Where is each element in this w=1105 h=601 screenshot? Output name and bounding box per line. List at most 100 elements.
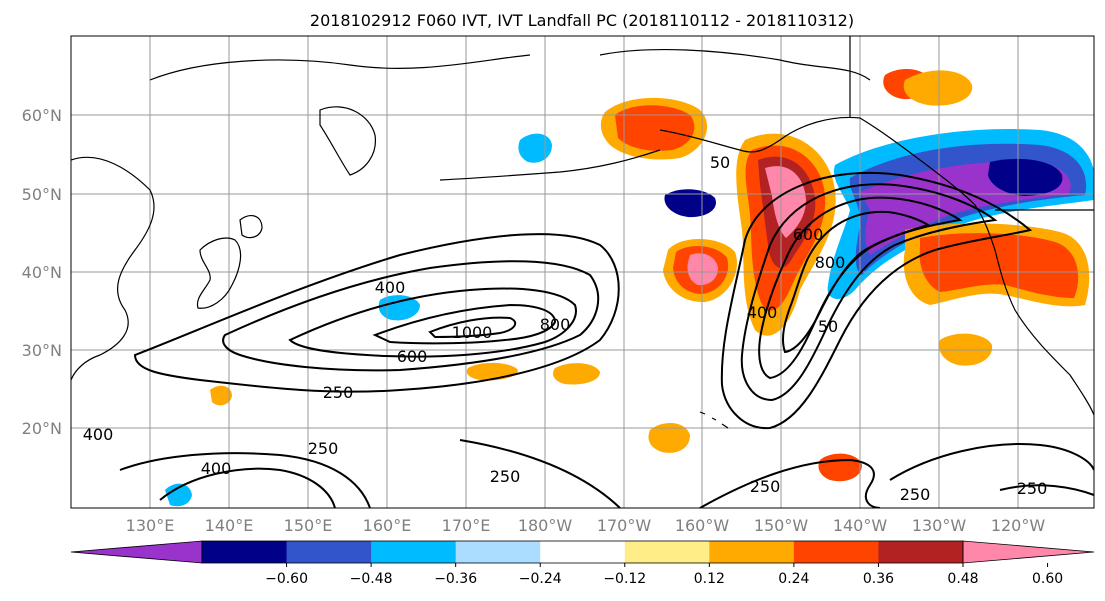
colorbar-tick-label: 0.36 xyxy=(863,571,894,587)
anomaly-small-8 xyxy=(165,483,192,507)
anomaly-small-6 xyxy=(378,295,420,321)
coastlines xyxy=(71,36,1094,429)
colorbar-segment xyxy=(540,541,626,563)
figure-title: 2018102912 F060 IVT, IVT Landfall PC (20… xyxy=(310,11,854,30)
coast-us-west xyxy=(994,249,1094,416)
anomaly-negative-bering-strong xyxy=(664,189,716,218)
contour-east-800 xyxy=(782,210,931,354)
colorbar-tick-label: −0.36 xyxy=(434,571,477,587)
contour-east-400 xyxy=(740,183,998,402)
lon-label: 160°E xyxy=(363,516,412,535)
contour-west-600 xyxy=(288,287,577,358)
colorbar-tick-label: 0.24 xyxy=(778,571,809,587)
coast-alaska-north xyxy=(599,48,871,81)
lat-label-40n: 40°N xyxy=(22,263,62,282)
lat-label-30n: 30°N xyxy=(22,341,62,360)
contour-label: 400 xyxy=(375,278,406,297)
contour-far-east xyxy=(999,484,1094,496)
latitude-labels: 20°N 30°N 40°N 50°N 60°N xyxy=(22,106,62,438)
anomaly-small-1 xyxy=(553,363,600,385)
colorbar-frame xyxy=(201,540,964,564)
contour-label-far-east: 250 xyxy=(1017,479,1048,498)
colorbar-segment xyxy=(793,541,879,563)
colorbar-segment xyxy=(202,541,288,563)
coast-hokkaido xyxy=(239,214,263,239)
lat-label-60n: 60°N xyxy=(22,106,62,125)
anomaly-positive-midpacific-peak xyxy=(687,253,718,286)
lon-label: 150°E xyxy=(284,516,333,535)
coast-siberia xyxy=(149,54,531,81)
anomaly-small-11 xyxy=(903,70,973,106)
lat-label-50n: 50°N xyxy=(22,185,62,204)
contour-label: 250 xyxy=(323,383,354,402)
contour-label: 250 xyxy=(750,477,781,496)
contour-labels: 400 1000 800 600 250 250 400 250 50 600 … xyxy=(83,153,931,504)
contour-west-250 xyxy=(133,233,620,393)
contour-label: 1000 xyxy=(452,323,493,342)
contour-south-250b xyxy=(459,439,621,508)
coast-alaska-peninsula xyxy=(659,116,861,153)
coast-bc xyxy=(859,117,996,251)
colorbar-arrow-right xyxy=(962,540,1095,564)
contour-label: 250 xyxy=(900,485,931,504)
anomaly-small-3 xyxy=(648,423,690,453)
anomaly-small-7 xyxy=(518,133,552,163)
longitude-labels: 130°E 140°E 150°E 160°E 170°E 180°W 170°… xyxy=(126,516,1046,535)
anomaly-small-9 xyxy=(210,385,232,406)
lat-label-20n: 20°N xyxy=(22,419,62,438)
colorbar-segment xyxy=(286,541,372,563)
lon-label: 170°E xyxy=(442,516,491,535)
lon-label: 130°E xyxy=(126,516,175,535)
contour-east-250 xyxy=(720,171,1033,430)
colorbar-tick-label: −0.48 xyxy=(350,571,393,587)
colorbar-arrow-left xyxy=(70,540,203,564)
coast-hawaii xyxy=(699,411,729,429)
coast-asia xyxy=(71,156,155,381)
coast-aleutians xyxy=(439,149,661,181)
contour-label: 250 xyxy=(490,467,521,486)
colorbar-tick-label: −0.24 xyxy=(519,571,562,587)
colorbar-segment xyxy=(878,541,964,563)
colorbar-tick-label: 0.48 xyxy=(947,571,978,587)
lon-label: 120°W xyxy=(991,516,1046,535)
lon-label: 140°E xyxy=(205,516,254,535)
contour-se-250b xyxy=(889,443,1094,481)
contour-label: 600 xyxy=(397,347,428,366)
contour-label: 400 xyxy=(747,303,778,322)
ivt-contours xyxy=(119,171,1094,508)
colorbar-segment xyxy=(624,541,710,563)
lon-label: 130°W xyxy=(912,516,967,535)
lon-label: 160°W xyxy=(675,516,730,535)
lon-label: 180°W xyxy=(518,516,573,535)
contour-se-250 xyxy=(699,458,881,508)
contour-label: 400 xyxy=(83,425,114,444)
colorbar-segment xyxy=(455,541,541,563)
contour-label: 600 xyxy=(793,225,824,244)
anomaly-positive-bering-core xyxy=(615,105,695,151)
coast-japan xyxy=(196,237,242,309)
shaded-anomaly-blobs xyxy=(165,68,1094,507)
contour-west-1000 xyxy=(428,316,517,339)
contour-label: 50 xyxy=(710,153,730,172)
lon-label: 150°W xyxy=(754,516,809,535)
contour-south-250 xyxy=(119,452,371,508)
colorbar-tick-label: 0.60 xyxy=(1032,571,1063,587)
contour-label: 50 xyxy=(818,317,838,336)
contour-west-800 xyxy=(372,303,557,345)
coast-kamchatka xyxy=(319,106,377,176)
anomaly-negative-pnw-core xyxy=(988,158,1063,196)
contour-south-400 xyxy=(159,467,336,508)
lon-label: 170°W xyxy=(597,516,652,535)
colorbar-segment xyxy=(709,541,795,563)
colorbar xyxy=(70,540,1095,564)
contour-west-400 xyxy=(222,260,600,372)
anomaly-positive-gulf-alaska-peak xyxy=(765,166,806,238)
lon-label: 140°W xyxy=(833,516,888,535)
contour-label: 250 xyxy=(308,439,339,458)
map-frame xyxy=(70,35,1095,509)
contour-label: 800 xyxy=(815,253,846,272)
colorbar-tick-label: 0.12 xyxy=(694,571,725,587)
map-panel: 400 1000 800 600 250 250 400 250 50 600 … xyxy=(71,36,1094,508)
contour-label: 800 xyxy=(540,315,571,334)
